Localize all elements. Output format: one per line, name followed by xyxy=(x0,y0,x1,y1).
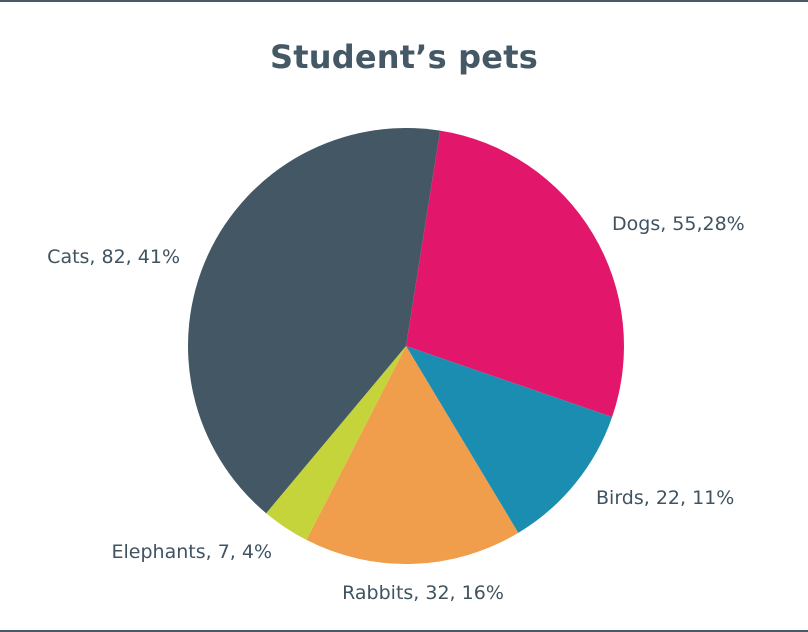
pie-slice-dogs xyxy=(406,130,624,417)
pie-slice-birds xyxy=(406,346,613,533)
pie-slice-elephants xyxy=(266,346,406,540)
pie-slice-rabbits xyxy=(306,346,519,564)
slice-label-rabbits: Rabbits, 32, 16% xyxy=(342,582,504,604)
slice-label-elephants: Elephants, 7, 4% xyxy=(112,541,273,563)
chart-title: Student’s pets xyxy=(270,38,538,76)
pie-slice-cats xyxy=(187,127,441,514)
slice-label-dogs: Dogs, 55,28% xyxy=(612,213,745,235)
slice-label-birds: Birds, 22, 11% xyxy=(596,487,734,509)
slice-label-cats: Cats, 82, 41% xyxy=(47,246,180,268)
